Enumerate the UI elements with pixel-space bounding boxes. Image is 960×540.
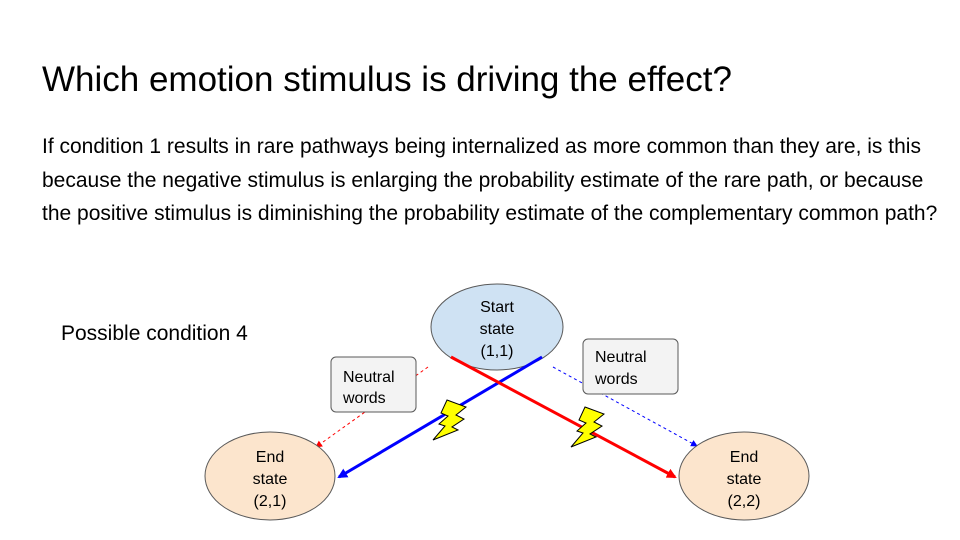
- svg-text:(2,2): (2,2): [728, 493, 761, 510]
- neutral-words-label-left: Neutral words: [330, 356, 417, 413]
- svg-text:words: words: [342, 390, 386, 407]
- label-line: words: [594, 371, 638, 388]
- node-line: state: [480, 321, 515, 338]
- svg-text:End: End: [256, 449, 284, 466]
- condition-label: Possible condition 4: [61, 322, 248, 345]
- label-line: words: [342, 390, 386, 407]
- blue-transition-arrow: [337, 355, 543, 479]
- node-line: (1,1): [481, 343, 514, 360]
- label-line: Neutral: [343, 369, 395, 386]
- label-line: Neutral: [595, 349, 647, 366]
- slide-title: Which emotion stimulus is driving the ef…: [42, 60, 732, 99]
- start-state-node: Start state (1,1): [430, 283, 564, 371]
- end-state-node-right: End state (2,2): [678, 431, 810, 521]
- svg-text:Start: Start: [480, 299, 514, 316]
- svg-text:Neutral: Neutral: [343, 369, 395, 386]
- node-line: (2,1): [254, 493, 287, 510]
- svg-text:state: state: [480, 321, 515, 338]
- svg-text:(1,1): (1,1): [481, 343, 514, 360]
- svg-text:words: words: [594, 371, 638, 388]
- node-line: state: [253, 471, 288, 488]
- svg-text:(2,1): (2,1): [254, 493, 287, 510]
- lightning-bolt-icon: [570, 406, 606, 448]
- svg-text:state: state: [253, 471, 288, 488]
- neutral-words-label-right: Neutral words: [582, 338, 679, 395]
- slide-body-text: If condition 1 results in rare pathways …: [42, 135, 938, 225]
- svg-text:Neutral: Neutral: [595, 349, 647, 366]
- svg-text:End: End: [730, 449, 758, 466]
- end-state-node-left: End state (2,1): [204, 431, 336, 521]
- node-line: state: [727, 471, 762, 488]
- lightning-bolt-icon: [432, 399, 468, 441]
- label-box: [582, 338, 679, 395]
- label-box: [330, 356, 417, 413]
- node-line: End: [730, 449, 758, 466]
- node-line: (2,2): [728, 493, 761, 510]
- node-line: Start: [480, 299, 514, 316]
- red-transition-arrow: [450, 355, 677, 479]
- node-line: End: [256, 449, 284, 466]
- svg-text:state: state: [727, 471, 762, 488]
